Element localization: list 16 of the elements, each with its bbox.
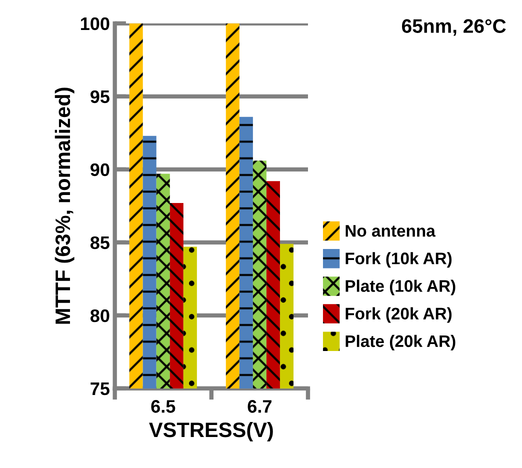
y-tick-label: 75 <box>90 382 110 396</box>
x-tick-label: 6.7 <box>248 400 272 413</box>
legend-label: Fork (20k AR) <box>346 307 452 323</box>
legend-label: No antenna <box>346 225 436 237</box>
legend-label: Fork (10k AR) <box>346 252 452 268</box>
legend-label: Plate (20k AR) <box>346 334 456 350</box>
y-tick-label: 90 <box>90 163 110 176</box>
legend-label: Plate (10k AR) <box>346 280 456 296</box>
x-axis-title: VSTRESS(V) <box>149 422 273 442</box>
y-tick-label: 80 <box>90 309 110 322</box>
y-axis-title: MTTF (63%, normalized) <box>54 88 74 324</box>
y-tick-label: 95 <box>90 90 110 104</box>
x-tick-label: 6.5 <box>151 400 176 413</box>
text: 65nm, 26°C <box>402 19 506 36</box>
y-tick-label: 100 <box>80 17 110 30</box>
y-tick-label: 85 <box>90 236 110 250</box>
